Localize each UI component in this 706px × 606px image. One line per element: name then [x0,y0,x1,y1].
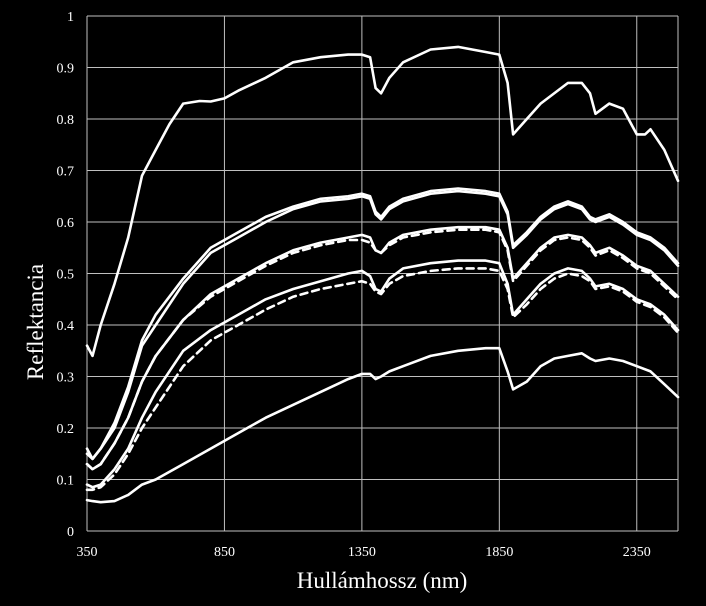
y-tick-label: 0.7 [57,165,75,180]
x-tick-label: 350 [77,545,98,560]
y-tick-label: 1 [67,10,74,25]
series-line-6 [85,259,680,489]
x-tick-labels: 350 850 1350 1850 2350 [77,545,651,560]
y-tick-label: 0.2 [57,422,75,437]
y-tick-label: 0.8 [57,113,75,128]
y-tick-label: 0.3 [57,371,75,386]
series-line-2 [85,187,680,461]
series-line-7 [85,267,680,492]
series-line-4 [85,225,680,471]
x-tick-label: 850 [214,545,235,560]
y-tick-label: 0 [67,525,74,540]
x-tick-label: 1350 [348,545,376,560]
series-line-8 [85,346,680,504]
series-line-3 [85,189,680,461]
x-tick-label: 1850 [485,545,513,560]
y-tick-label: 0.5 [57,268,75,283]
x-axis-title: Hullámhossz (nm) [297,568,468,593]
series-line-1 [85,45,680,358]
series-lines [85,45,680,504]
y-tick-label: 0.4 [57,319,75,334]
y-tick-label: 0.9 [57,62,75,77]
series-line-5 [85,228,680,471]
y-axis-title: Reflektancia [23,264,48,380]
y-tick-label: 0.6 [57,216,75,231]
x-tick-label: 2350 [623,545,651,560]
y-tick-label: 0.1 [57,474,75,489]
y-tick-labels: 0 0.1 0.2 0.3 0.4 0.5 0.6 0.7 0.8 0.9 1 [57,10,75,540]
